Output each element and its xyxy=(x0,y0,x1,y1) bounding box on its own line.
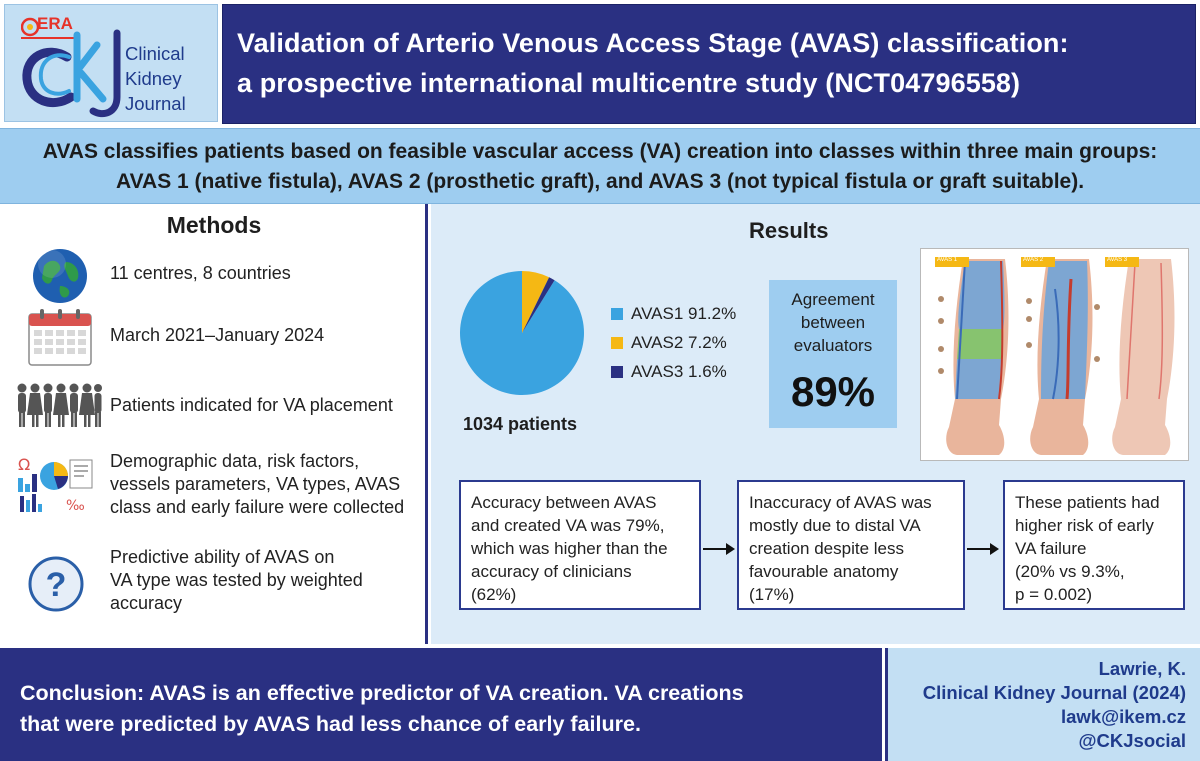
result-box-risk: These patients had higher risk of early … xyxy=(1003,480,1185,610)
method-item-2: March 2021–January 2024 xyxy=(110,325,325,345)
era-label: ERA xyxy=(37,14,73,33)
pie-legend: AVAS1 91.2% AVAS2 7.2% AVAS3 1.6% xyxy=(611,304,736,391)
svg-text:‰: ‰ xyxy=(66,498,85,514)
agreement-value: 89% xyxy=(790,368,876,415)
arrow-1 xyxy=(703,543,735,555)
agreement-label: Agreement between evaluators xyxy=(791,290,875,355)
methods-panel: Methods 11 centres, 8 countries March 20… xyxy=(0,204,428,644)
title-banner: Validation of Arterio Venous Access Stag… xyxy=(222,4,1196,124)
legend-item-avas3: AVAS3 1.6% xyxy=(611,362,736,391)
methods-title: Methods xyxy=(166,212,262,238)
citation-journal: Clinical Kidney Journal (2024) xyxy=(922,682,1186,703)
journal-name: Clinical Kidney Journal xyxy=(125,43,186,114)
svg-text:?: ? xyxy=(46,566,67,604)
method-item-4: Demographic data, risk factors, vessels … xyxy=(110,451,405,517)
method-item-3: Patients indicated for VA placement xyxy=(110,395,393,415)
legend-swatch-avas2 xyxy=(611,337,623,349)
header: ERA Clinical Kidney Journal Validation o… xyxy=(0,0,1200,128)
method-item-5: Predictive ability of AVAS on VA type wa… xyxy=(110,547,363,613)
citation-author: Lawrie, K. xyxy=(1098,658,1186,679)
journal-logo: ERA Clinical Kidney Journal xyxy=(4,4,218,122)
era-logo xyxy=(21,17,75,39)
conclusion-box: Conclusion: AVAS is an effective predict… xyxy=(0,648,882,761)
conclusion-text: Conclusion: AVAS is an effective predict… xyxy=(20,681,744,736)
pie-chart xyxy=(460,271,584,395)
intro-band: AVAS classifies patients based on feasib… xyxy=(0,128,1200,204)
legend-item-avas2: AVAS2 7.2% xyxy=(611,333,736,362)
agreement-box: Agreement between evaluators 89% xyxy=(769,280,897,428)
intro-line-1: AVAS classifies patients based on feasib… xyxy=(42,140,1158,163)
pie-slice-avas2 xyxy=(522,271,550,333)
arms-image xyxy=(935,257,1175,455)
people-icon xyxy=(17,383,102,427)
citation-social[interactable]: @CKJsocial xyxy=(1078,730,1187,751)
results-title: Results xyxy=(749,218,829,243)
arm-illustration: AVAS 1 AVAS 2 AVAS 3 xyxy=(920,248,1189,461)
result-box-inaccuracy: Inaccuracy of AVAS was mostly due to dis… xyxy=(737,480,965,610)
svg-text:Ω: Ω xyxy=(18,455,30,474)
footer: Conclusion: AVAS is an effective predict… xyxy=(0,644,1200,761)
intro-line-2: AVAS 1 (native fistula), AVAS 2 (prosthe… xyxy=(115,170,1085,193)
citation-box: Lawrie, K. Clinical Kidney Journal (2024… xyxy=(885,648,1200,761)
legend-swatch-avas3 xyxy=(611,366,623,378)
data-charts-icon: Ω ‰ xyxy=(18,455,93,514)
results-panel: Results AVAS1 91.2% AVAS2 7.2% AVAS3 1.6… xyxy=(431,204,1200,644)
legend-item-avas1: AVAS1 91.2% xyxy=(611,304,736,333)
citation-email[interactable]: lawk@ikem.cz xyxy=(1061,706,1186,727)
pie-slice-avas3 xyxy=(522,277,555,333)
legend-swatch-avas1 xyxy=(611,308,623,320)
question-icon: ? xyxy=(28,556,84,612)
calendar-icon xyxy=(28,309,92,366)
ckj-icon xyxy=(22,29,121,118)
result-box-accuracy: Accuracy between AVAS and created VA was… xyxy=(459,480,701,610)
page-title: Validation of Arterio Venous Access Stag… xyxy=(237,28,1069,98)
arrow-2 xyxy=(967,543,999,555)
globe-icon xyxy=(33,249,87,303)
patient-count: 1034 patients xyxy=(463,414,578,434)
method-item-1: 11 centres, 8 countries xyxy=(110,263,291,283)
